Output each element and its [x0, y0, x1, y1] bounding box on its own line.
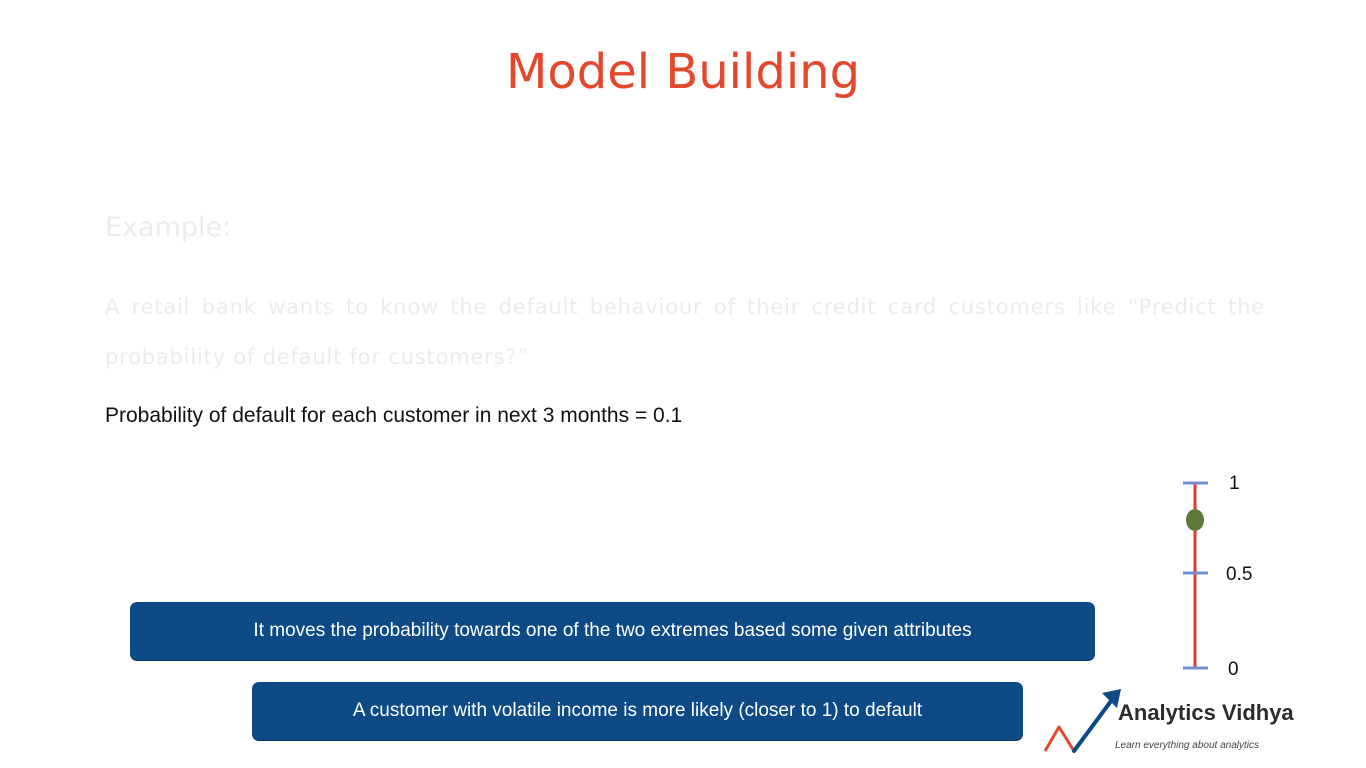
probability-statement: Probability of default for each customer… — [105, 404, 683, 427]
callout-extremes: It moves the probability towards one of … — [130, 602, 1095, 660]
scale-label-mid: 0.5 — [1226, 564, 1252, 585]
logo-tagline: Learn everything about analytics — [1115, 740, 1259, 751]
scale-marker — [1186, 509, 1204, 531]
analytics-vidhya-logo: Analytics Vidhya Learn everything about … — [1042, 685, 1342, 760]
logo-name: Analytics Vidhya — [1118, 700, 1294, 725]
arrow-chart-icon — [1043, 689, 1121, 753]
slide-title: Model Building — [505, 44, 861, 100]
scale-label-bottom: 0 — [1228, 659, 1239, 680]
example-heading: Example: — [105, 212, 232, 243]
example-text: A retail bank wants to know the default … — [105, 295, 1265, 369]
scale-label-top: 1 — [1229, 473, 1240, 494]
callout-extremes-text: It moves the probability towards one of … — [253, 620, 972, 641]
probability-scale: 1 0.5 0 — [1183, 473, 1252, 680]
callout-volatile-income: A customer with volatile income is more … — [252, 682, 1023, 740]
callout-volatile-income-text: A customer with volatile income is more … — [352, 700, 923, 721]
